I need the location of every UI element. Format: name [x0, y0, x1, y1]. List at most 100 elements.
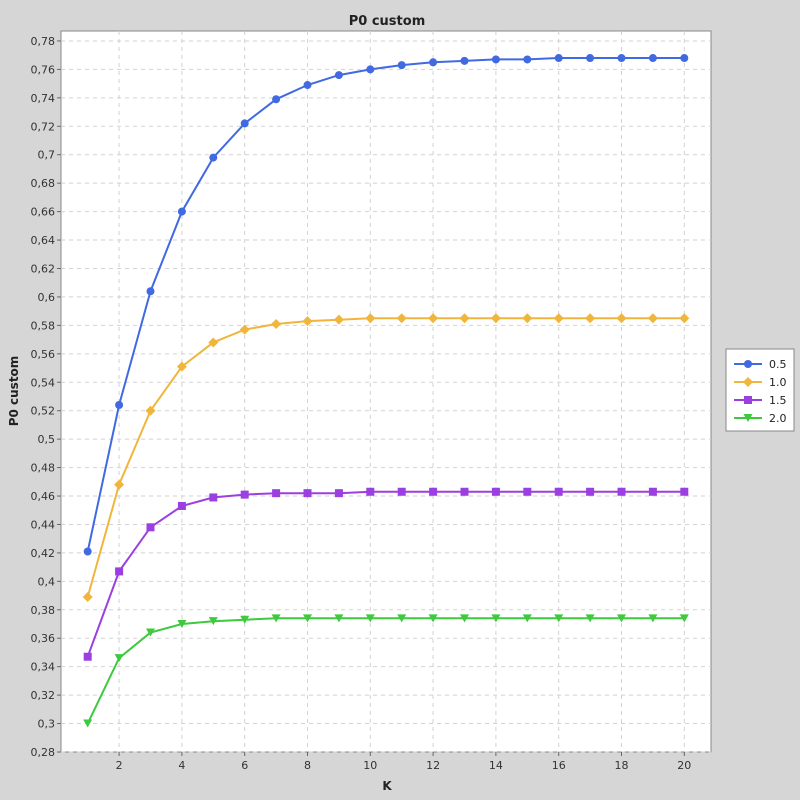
series-layer	[82, 54, 690, 728]
data-point	[239, 324, 250, 335]
y-tick-label: 0,66	[31, 206, 56, 219]
data-point	[491, 55, 500, 64]
axes: 0,28 0,3 0,32 0,34 0,36 0,38 0,4 0,42 0,44 0,46 0,…	[31, 35, 692, 772]
legend-marker	[744, 396, 752, 404]
data-point	[490, 313, 501, 324]
data-point	[272, 489, 281, 498]
data-point	[302, 316, 313, 327]
legend-item: 2.0	[734, 412, 787, 425]
series-2.0	[83, 614, 689, 728]
data-point	[83, 652, 92, 661]
y-tick-label: 0,46	[31, 490, 56, 503]
data-point	[523, 487, 532, 496]
data-point	[679, 313, 690, 324]
data-point	[396, 313, 407, 324]
data-point	[460, 614, 470, 623]
y-tick-label: 0,76	[31, 63, 56, 76]
data-point	[303, 81, 312, 90]
data-point	[145, 405, 156, 416]
x-tick-label: 16	[552, 759, 566, 772]
legend-item: 0.5	[734, 358, 787, 371]
data-point	[176, 361, 187, 372]
plot-area	[60, 30, 712, 753]
y-tick-label: 0,32	[31, 689, 56, 702]
x-tick-label: 2	[116, 759, 123, 772]
legend-label: 1.0	[769, 376, 787, 389]
y-tick-label: 0,52	[31, 405, 56, 418]
y-tick-label: 0,72	[31, 120, 56, 133]
series-0.5	[83, 54, 689, 556]
y-tick-label: 0,62	[31, 262, 56, 275]
data-point	[177, 207, 186, 216]
data-point	[209, 493, 218, 502]
data-point	[586, 54, 595, 63]
data-point	[272, 95, 281, 104]
data-point	[522, 614, 532, 623]
data-point	[553, 313, 564, 324]
data-point	[616, 313, 627, 324]
data-point	[617, 487, 626, 496]
data-point	[333, 314, 344, 325]
data-point	[554, 487, 563, 496]
y-tick-label: 0,56	[31, 348, 56, 361]
data-point	[114, 479, 125, 490]
data-point	[82, 591, 93, 602]
x-tick-label: 10	[363, 759, 377, 772]
series-line	[86, 617, 685, 725]
data-point	[145, 628, 155, 637]
data-point	[586, 487, 595, 496]
x-tick-label: 14	[489, 759, 503, 772]
series-line	[86, 490, 685, 658]
y-tick-label: 0,3	[38, 718, 56, 731]
data-point	[334, 489, 343, 498]
y-tick-label: 0,7	[38, 149, 56, 162]
data-point	[365, 614, 375, 623]
data-point	[209, 153, 218, 162]
data-point	[648, 487, 657, 496]
data-point	[491, 487, 500, 496]
y-tick-label: 0,74	[31, 92, 56, 105]
data-point	[680, 54, 689, 63]
data-point	[114, 654, 124, 663]
y-tick-label: 0,4	[38, 575, 56, 588]
y-tick-label: 0,68	[31, 177, 56, 190]
data-point	[429, 487, 438, 496]
data-point	[429, 58, 438, 67]
data-point	[271, 318, 282, 329]
y-tick-label: 0,64	[31, 234, 56, 247]
data-point	[240, 615, 250, 624]
y-tick-label: 0,54	[31, 376, 56, 389]
legend-item: 1.0	[734, 376, 787, 389]
data-point	[397, 614, 407, 623]
x-tick-label: 18	[615, 759, 629, 772]
legend-label: 0.5	[769, 358, 787, 371]
data-point	[585, 614, 595, 623]
x-tick-label: 20	[677, 759, 691, 772]
y-tick-label: 0,38	[31, 604, 56, 617]
y-tick-label: 0,36	[31, 632, 56, 645]
data-point	[647, 313, 658, 324]
data-point	[554, 54, 563, 63]
data-point	[397, 487, 406, 496]
y-tick-label: 0,58	[31, 319, 56, 332]
y-tick-label: 0,42	[31, 547, 56, 560]
data-point	[240, 490, 249, 499]
y-tick-label: 0,5	[38, 433, 56, 446]
data-point	[208, 617, 218, 626]
series-1.5	[83, 487, 689, 661]
data-point	[365, 313, 376, 324]
data-point	[459, 313, 470, 324]
series-line	[86, 317, 685, 598]
data-point	[617, 54, 626, 63]
data-point	[302, 614, 312, 623]
data-point	[177, 620, 187, 629]
legend-item: 1.5	[734, 394, 787, 407]
data-point	[240, 119, 249, 128]
data-point	[491, 614, 501, 623]
data-point	[271, 614, 281, 623]
data-point	[115, 401, 124, 410]
grid	[61, 31, 711, 753]
x-tick-label: 8	[304, 759, 311, 772]
data-point	[554, 614, 564, 623]
data-point	[460, 56, 469, 65]
